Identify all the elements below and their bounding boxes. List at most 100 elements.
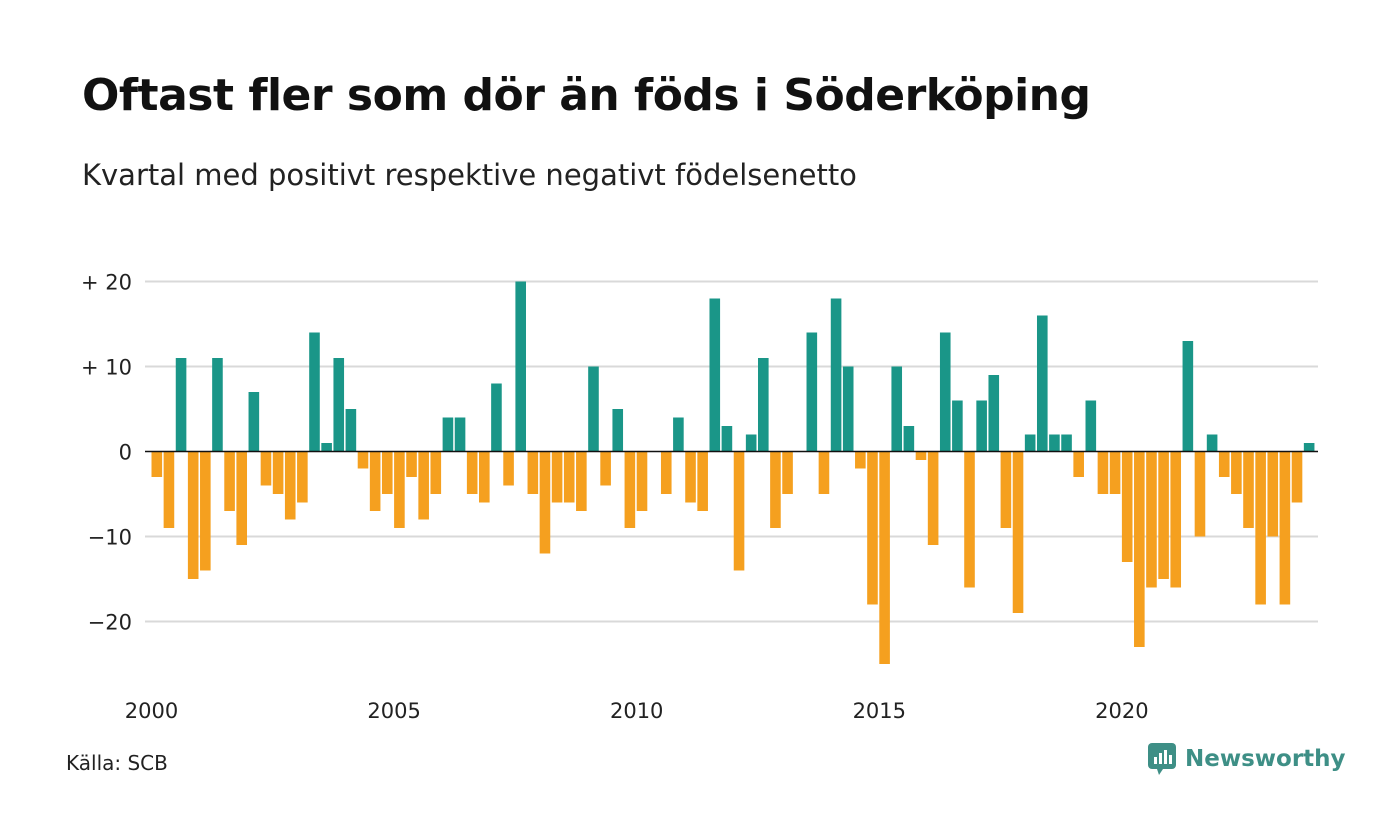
bar xyxy=(236,451,248,545)
bar xyxy=(1000,451,1012,528)
bar xyxy=(927,451,939,545)
bar xyxy=(685,451,696,503)
bar xyxy=(830,298,842,452)
bar xyxy=(782,451,793,494)
bar xyxy=(1061,434,1072,452)
bar xyxy=(1036,315,1048,452)
bar xyxy=(491,383,502,452)
bar xyxy=(284,451,296,520)
bar xyxy=(551,451,563,503)
bar xyxy=(588,366,599,452)
chart-title: Oftast fler som dör än föds i Söderköpin… xyxy=(82,70,1091,121)
x-tick-label: 2005 xyxy=(367,699,420,723)
bar-chart: + 20 + 10 0 −10 −20 2000 2005 2010 2015 2020 xyxy=(81,271,1318,723)
x-tick-label: 2010 xyxy=(610,699,663,723)
bar xyxy=(915,451,927,460)
bar xyxy=(1218,451,1230,477)
bar xyxy=(175,358,187,452)
bar xyxy=(418,451,429,520)
chart-subtitle: Kvartal med positivt respektive negativt… xyxy=(82,158,857,192)
bar xyxy=(563,451,575,503)
bar xyxy=(1279,451,1291,605)
bar xyxy=(964,451,975,588)
bar xyxy=(1109,451,1121,494)
bar xyxy=(1012,451,1024,613)
bar xyxy=(479,451,490,503)
bar xyxy=(1024,434,1036,452)
x-tick-label: 2000 xyxy=(125,699,178,723)
bar xyxy=(721,426,733,452)
bar xyxy=(381,451,393,494)
bar xyxy=(976,400,987,452)
bar xyxy=(1291,451,1303,503)
bar xyxy=(697,451,708,511)
y-axis-ticks: + 20 + 10 0 −10 −20 xyxy=(81,271,132,635)
bar xyxy=(297,451,308,503)
x-axis-ticks: 2000 2005 2010 2015 2020 xyxy=(125,699,1149,723)
bar xyxy=(1134,451,1145,647)
bar xyxy=(260,451,272,486)
bar xyxy=(660,451,672,494)
bar xyxy=(867,451,878,605)
x-tick-label: 2020 xyxy=(1095,699,1148,723)
bar xyxy=(939,332,951,452)
bar xyxy=(733,451,745,571)
y-tick-label: + 20 xyxy=(81,271,132,295)
brand-name: Newsworthy xyxy=(1185,746,1346,772)
bar xyxy=(903,426,915,452)
bar xyxy=(576,451,587,511)
bar xyxy=(430,451,442,494)
bar xyxy=(357,451,369,469)
bar xyxy=(309,332,320,452)
bar xyxy=(612,409,624,452)
brand-logo: Newsworthy xyxy=(1147,742,1346,776)
bar xyxy=(770,451,781,528)
bar xyxy=(709,298,721,452)
bar xyxy=(212,358,223,452)
bar xyxy=(1170,451,1182,588)
bar xyxy=(1073,451,1084,477)
y-tick-label: −20 xyxy=(88,611,132,635)
bar xyxy=(1097,451,1109,494)
bar xyxy=(515,281,526,452)
bar xyxy=(1121,451,1133,562)
bar xyxy=(624,451,636,528)
x-tick-label: 2015 xyxy=(853,699,906,723)
bar xyxy=(224,451,235,511)
bar xyxy=(1243,451,1254,528)
bar xyxy=(454,417,466,452)
bar xyxy=(1194,451,1206,537)
bar xyxy=(503,451,514,486)
newsworthy-logo-icon xyxy=(1148,743,1176,775)
bar xyxy=(1182,341,1194,452)
bar xyxy=(879,451,890,664)
bar xyxy=(151,451,163,477)
bar xyxy=(1303,443,1315,452)
bar xyxy=(818,451,830,494)
bar xyxy=(1085,400,1097,452)
bar xyxy=(369,451,381,511)
bar xyxy=(636,451,648,511)
bar xyxy=(745,434,757,452)
bar xyxy=(272,451,284,494)
bar xyxy=(855,451,866,469)
bar xyxy=(248,392,260,452)
bar xyxy=(394,451,405,528)
bar xyxy=(891,366,903,452)
bar xyxy=(539,451,551,554)
bar xyxy=(673,417,684,452)
bar xyxy=(442,417,454,452)
bar xyxy=(200,451,211,571)
bar xyxy=(333,358,345,452)
bar xyxy=(1146,451,1157,588)
bar xyxy=(842,366,854,452)
bar xyxy=(1206,434,1218,452)
bar xyxy=(758,358,769,452)
bar xyxy=(187,451,199,579)
bar xyxy=(321,443,332,452)
bar xyxy=(1158,451,1169,579)
y-tick-label: 0 xyxy=(119,441,132,465)
bar xyxy=(1267,451,1279,537)
bar xyxy=(1231,451,1242,494)
bar xyxy=(1049,434,1060,452)
